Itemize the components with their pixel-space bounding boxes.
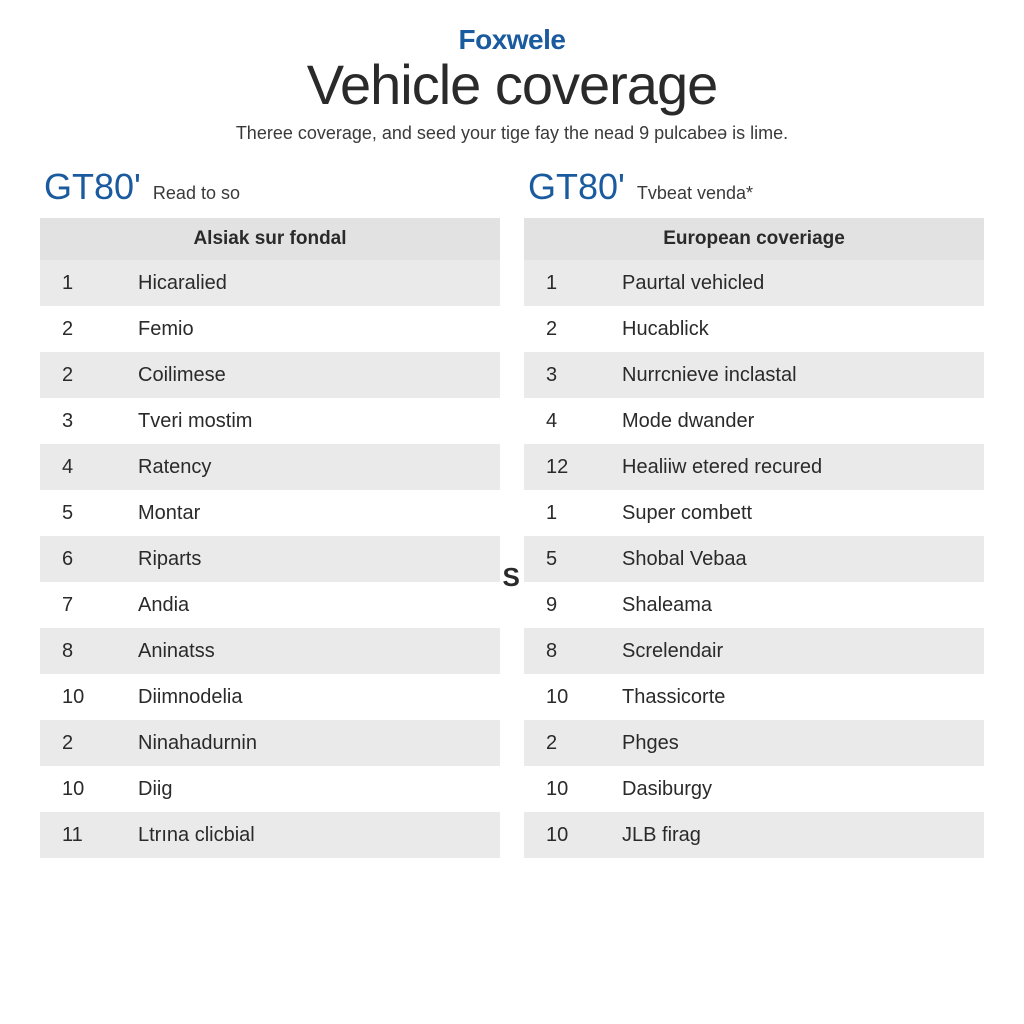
row-number: 2	[40, 318, 110, 341]
right-table: European coveriage 1Paurtal vehicled2Huc…	[524, 218, 984, 858]
row-label: Ratency	[110, 456, 500, 479]
table-row: 10Dasiburgy	[524, 766, 984, 812]
page-header: Foxwele Vehicle coverage Theree coverage…	[40, 24, 984, 144]
row-label: Nurrcnieve inclastal	[594, 364, 984, 387]
table-row: 5Montar	[40, 490, 500, 536]
page-subtitle: Theree coverage, and seed your tige fay …	[40, 123, 984, 144]
row-number: 2	[40, 364, 110, 387]
row-label: Shobal Vebaa	[594, 548, 984, 571]
row-label: Femio	[110, 318, 500, 341]
row-label: Hucablick	[594, 318, 984, 341]
table-row: 10JLB firag	[524, 812, 984, 858]
left-column: GT80' Read to so Alsiak sur fondal 1Hica…	[40, 166, 500, 858]
row-label: Aninatss	[110, 640, 500, 663]
row-number: 5	[40, 502, 110, 525]
row-label: Paurtal vehicled	[594, 272, 984, 295]
row-number: 1	[524, 502, 594, 525]
row-number: 1	[40, 272, 110, 295]
columns-container: GT80' Read to so Alsiak sur fondal 1Hica…	[40, 166, 984, 858]
row-number: 10	[524, 824, 594, 847]
table-row: 10Diig	[40, 766, 500, 812]
row-label: JLB firag	[594, 824, 984, 847]
left-model-label: GT80'	[44, 166, 141, 208]
row-label: Riparts	[110, 548, 500, 571]
table-row: 8Screlendair	[524, 628, 984, 674]
left-table: Alsiak sur fondal 1Hicaralied2Femio2Coil…	[40, 218, 500, 858]
right-column: GT80' Tvbeat venda* European coveriage 1…	[524, 166, 984, 858]
row-number: 8	[40, 640, 110, 663]
table-row: 2Ninahadurnin	[40, 720, 500, 766]
row-number: 4	[524, 410, 594, 433]
row-number: 9	[524, 594, 594, 617]
row-number: 6	[40, 548, 110, 571]
table-row: 12Healiiw etered recured	[524, 444, 984, 490]
row-label: Shaleama	[594, 594, 984, 617]
row-number: 5	[524, 548, 594, 571]
table-row: 1Paurtal vehicled	[524, 260, 984, 306]
row-label: Mode dwander	[594, 410, 984, 433]
table-row: 4Mode dwander	[524, 398, 984, 444]
table-row: 8Aninatss	[40, 628, 500, 674]
table-row: 10Diimnodelia	[40, 674, 500, 720]
row-label: Diimnodelia	[110, 686, 500, 709]
table-row: 3Nurrcnieve inclastal	[524, 352, 984, 398]
table-row: 5Shobal Vebaa	[524, 536, 984, 582]
row-number: 2	[40, 732, 110, 755]
left-table-header: Alsiak sur fondal	[40, 218, 500, 260]
table-row: 3Tveri mostim	[40, 398, 500, 444]
row-label: Super combett	[594, 502, 984, 525]
table-row: 11Ltrına clicbial	[40, 812, 500, 858]
row-label: Coilimese	[110, 364, 500, 387]
right-column-head: GT80' Tvbeat venda*	[524, 166, 984, 208]
row-label: Thassicorte	[594, 686, 984, 709]
table-row: 10Thassicorte	[524, 674, 984, 720]
row-label: Screlendair	[594, 640, 984, 663]
divider-letter: S	[503, 562, 520, 593]
row-number: 8	[524, 640, 594, 663]
table-row: 2Hucablick	[524, 306, 984, 352]
row-number: 1	[524, 272, 594, 295]
table-row: 1Super combett	[524, 490, 984, 536]
right-model-label: GT80'	[528, 166, 625, 208]
row-number: 4	[40, 456, 110, 479]
row-number: 11	[40, 824, 110, 847]
row-number: 3	[40, 410, 110, 433]
row-label: Phges	[594, 732, 984, 755]
table-row: 6Riparts	[40, 536, 500, 582]
row-number: 2	[524, 318, 594, 341]
row-label: Ltrına clicbial	[110, 824, 500, 847]
row-label: Healiiw etered recured	[594, 456, 984, 479]
right-model-sub: Tvbeat venda*	[637, 183, 753, 204]
row-label: Dasiburgy	[594, 778, 984, 801]
left-model-sub: Read to so	[153, 183, 240, 204]
row-number: 10	[524, 778, 594, 801]
table-row: 9Shaleama	[524, 582, 984, 628]
page-title: Vehicle coverage	[40, 52, 984, 117]
row-number: 7	[40, 594, 110, 617]
row-label: Andia	[110, 594, 500, 617]
row-label: Diig	[110, 778, 500, 801]
row-number: 12	[524, 456, 594, 479]
table-row: 2Coilimese	[40, 352, 500, 398]
row-label: Tveri mostim	[110, 410, 500, 433]
row-number: 3	[524, 364, 594, 387]
row-number: 10	[40, 686, 110, 709]
row-label: Hicaralied	[110, 272, 500, 295]
right-table-header: European coveriage	[524, 218, 984, 260]
table-row: 1Hicaralied	[40, 260, 500, 306]
row-number: 10	[524, 686, 594, 709]
left-column-head: GT80' Read to so	[40, 166, 500, 208]
table-row: 2Femio	[40, 306, 500, 352]
table-row: 7Andia	[40, 582, 500, 628]
table-row: 2Phges	[524, 720, 984, 766]
row-number: 10	[40, 778, 110, 801]
row-label: Montar	[110, 502, 500, 525]
row-label: Ninahadurnin	[110, 732, 500, 755]
table-row: 4Ratency	[40, 444, 500, 490]
row-number: 2	[524, 732, 594, 755]
